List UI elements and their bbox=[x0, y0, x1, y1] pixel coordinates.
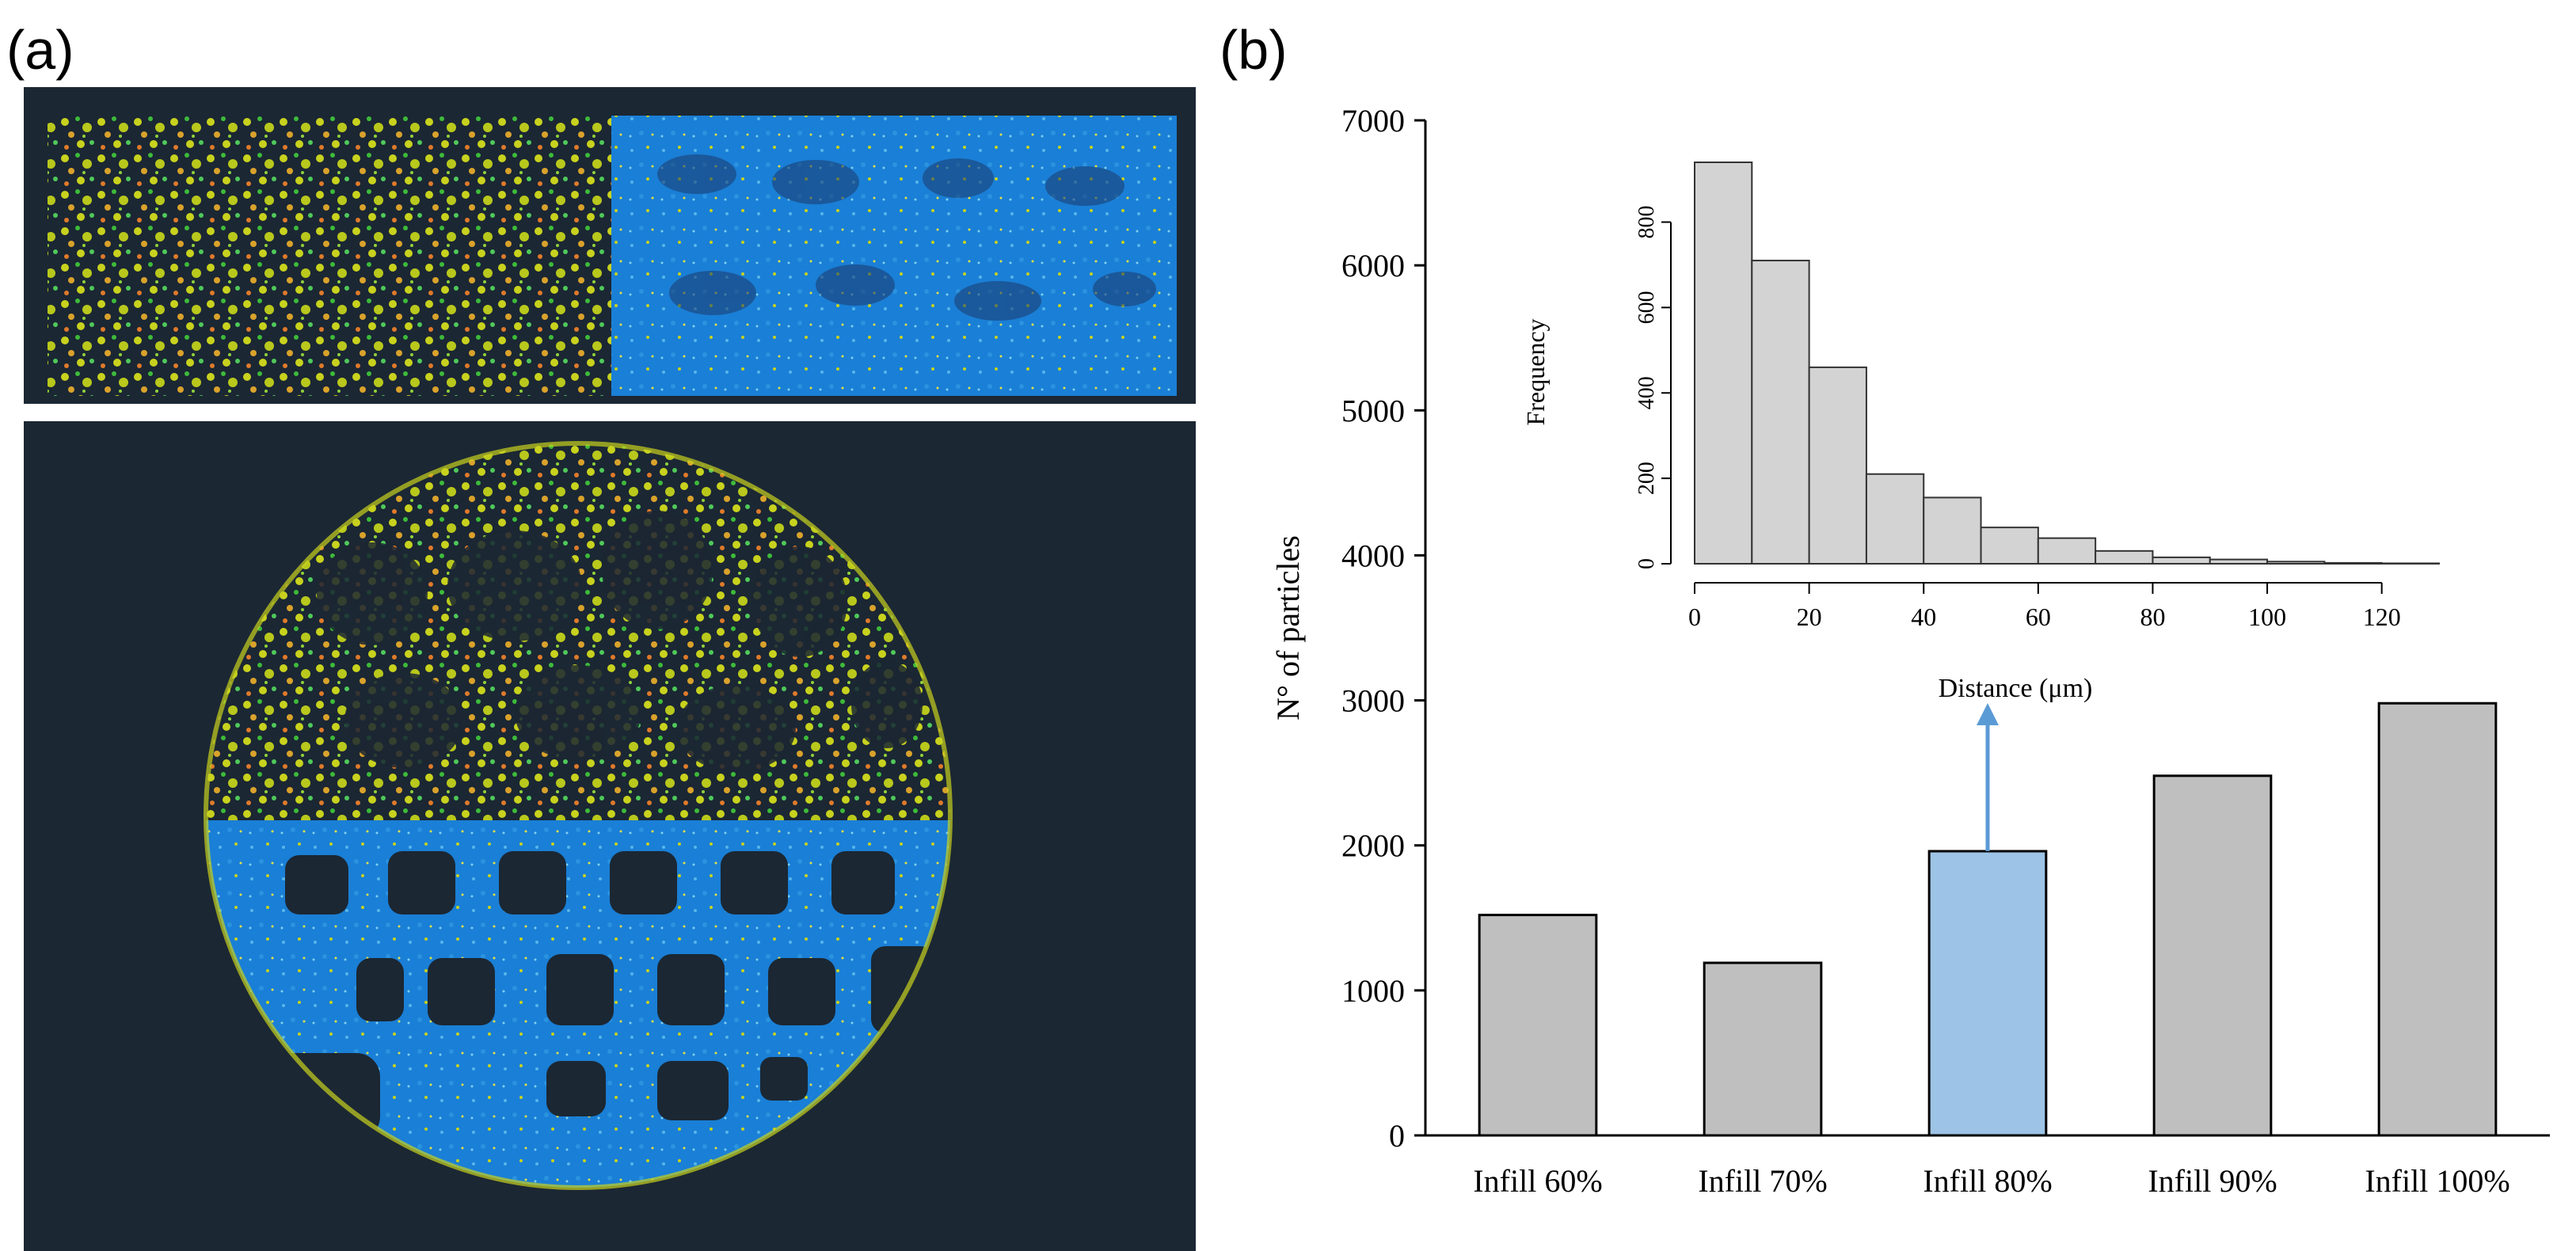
x-category-label: Infill 70% bbox=[1698, 1163, 1827, 1199]
inset-x-tick-label: 60 bbox=[2026, 603, 2051, 631]
bar-infill-80 bbox=[1927, 850, 2048, 1137]
circular-scan-image bbox=[24, 421, 1196, 1251]
y-tick-label: 4000 bbox=[1341, 538, 1405, 573]
y-tick-label: 0 bbox=[1389, 1118, 1405, 1154]
histogram-bin bbox=[1808, 366, 1867, 565]
x-category-label: Infill 80% bbox=[1923, 1163, 2052, 1199]
top-scan-image bbox=[24, 87, 1196, 404]
histogram-bin bbox=[2095, 549, 2154, 565]
x-category-label: Infill 100% bbox=[2365, 1163, 2509, 1199]
inset-y-axis-title: Frequency bbox=[1521, 318, 1550, 425]
inset-y-tick-label: 0 bbox=[1634, 558, 1659, 569]
inset-x-tick-label: 120 bbox=[2363, 603, 2401, 631]
y-tick-label: 6000 bbox=[1341, 248, 1405, 283]
histogram-bin bbox=[1980, 527, 2039, 565]
inset-x-tick-label: 0 bbox=[1688, 603, 1701, 631]
y-tick-label: 7000 bbox=[1341, 103, 1405, 139]
panel-a-label: (a) bbox=[6, 19, 74, 81]
inset-y-tick-label: 400 bbox=[1634, 376, 1659, 409]
x-category-label: Infill 60% bbox=[1473, 1163, 1602, 1199]
inset-x-tick-label: 80 bbox=[2140, 603, 2165, 631]
bar-infill-90 bbox=[2152, 774, 2273, 1137]
histogram-bin bbox=[2323, 561, 2383, 565]
histogram-bin bbox=[2266, 561, 2326, 565]
histogram-bin bbox=[1751, 260, 1810, 565]
inset-y-tick-label: 200 bbox=[1634, 462, 1659, 495]
bar-infill-70 bbox=[1703, 961, 1823, 1137]
inset-x-tick-label: 100 bbox=[2248, 603, 2286, 631]
y-axis-title: N° of particles bbox=[1270, 535, 1306, 721]
panel-b-label: (b) bbox=[1220, 19, 1288, 81]
y-tick-label: 3000 bbox=[1341, 683, 1405, 719]
histogram-bin bbox=[1694, 162, 1753, 565]
panel-a-images bbox=[24, 87, 1196, 1251]
inset-x-axis-title: Distance (μm) bbox=[1939, 674, 2093, 703]
histogram-bin bbox=[1923, 496, 1982, 565]
y-tick-label: 5000 bbox=[1341, 393, 1405, 428]
inset-x-tick-label: 20 bbox=[1797, 603, 1822, 631]
inset-y-tick-label: 800 bbox=[1634, 206, 1659, 239]
histogram-bin bbox=[1865, 473, 1925, 565]
y-tick-label: 2000 bbox=[1341, 828, 1405, 864]
inset-x-tick-label: 40 bbox=[1911, 603, 1936, 631]
histogram-bin bbox=[2380, 562, 2440, 565]
histogram-bin bbox=[2037, 537, 2097, 565]
inset-y-tick-label: 600 bbox=[1634, 291, 1659, 324]
histogram-bin bbox=[2152, 556, 2211, 565]
bar-infill-60 bbox=[1478, 914, 1598, 1137]
highlight-arrow bbox=[1977, 703, 1999, 852]
y-tick-label: 1000 bbox=[1341, 973, 1405, 1009]
histogram-bin bbox=[2209, 558, 2269, 565]
x-category-label: Infill 90% bbox=[2148, 1163, 2277, 1199]
bar-infill-100 bbox=[2377, 702, 2498, 1137]
